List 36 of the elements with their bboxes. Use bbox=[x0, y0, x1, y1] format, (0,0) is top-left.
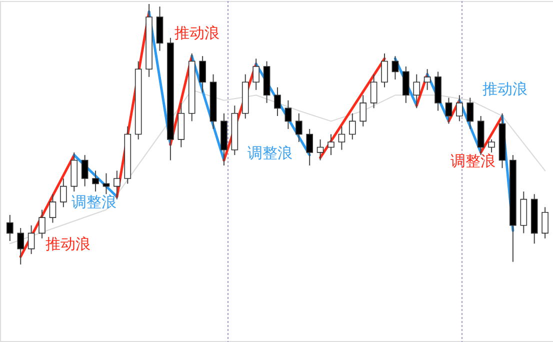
candlestick bbox=[328, 134, 334, 156]
candlestick bbox=[381, 52, 388, 88]
candlestick bbox=[252, 58, 260, 90]
annotation: 推动浪 bbox=[174, 24, 220, 42]
candlestick bbox=[81, 154, 88, 187]
candlestick bbox=[306, 128, 313, 166]
annotation: 推动浪 bbox=[482, 80, 528, 98]
candlestick bbox=[338, 126, 346, 150]
candlestick bbox=[542, 206, 548, 239]
annotation: 推动浪 bbox=[46, 235, 90, 253]
candlestick bbox=[392, 56, 399, 80]
candlestick bbox=[38, 209, 46, 239]
candlestick bbox=[199, 56, 206, 94]
annotation: 调整浪 bbox=[450, 152, 496, 170]
candlestick bbox=[49, 194, 56, 224]
annotation: 调整浪 bbox=[248, 144, 292, 162]
candlestick bbox=[60, 178, 67, 208]
candlestick bbox=[6, 214, 14, 242]
candlestick bbox=[413, 74, 420, 109]
candlestick bbox=[274, 86, 281, 116]
candlestick bbox=[295, 112, 302, 143]
candlestick bbox=[17, 227, 24, 265]
candlestick bbox=[488, 138, 495, 153]
candlestick bbox=[28, 224, 35, 255]
candlestick bbox=[456, 94, 463, 122]
annotation: 调整浪 bbox=[72, 193, 116, 211]
candlestick bbox=[424, 68, 431, 90]
candlestick bbox=[370, 74, 378, 109]
candlestick bbox=[360, 94, 367, 127]
candlestick bbox=[402, 66, 410, 104]
candlestick bbox=[349, 112, 356, 140]
candlestick bbox=[466, 97, 474, 130]
candlestick bbox=[445, 97, 452, 124]
candlestick bbox=[92, 170, 99, 192]
candlestick bbox=[284, 100, 292, 130]
candlestick bbox=[316, 138, 324, 161]
